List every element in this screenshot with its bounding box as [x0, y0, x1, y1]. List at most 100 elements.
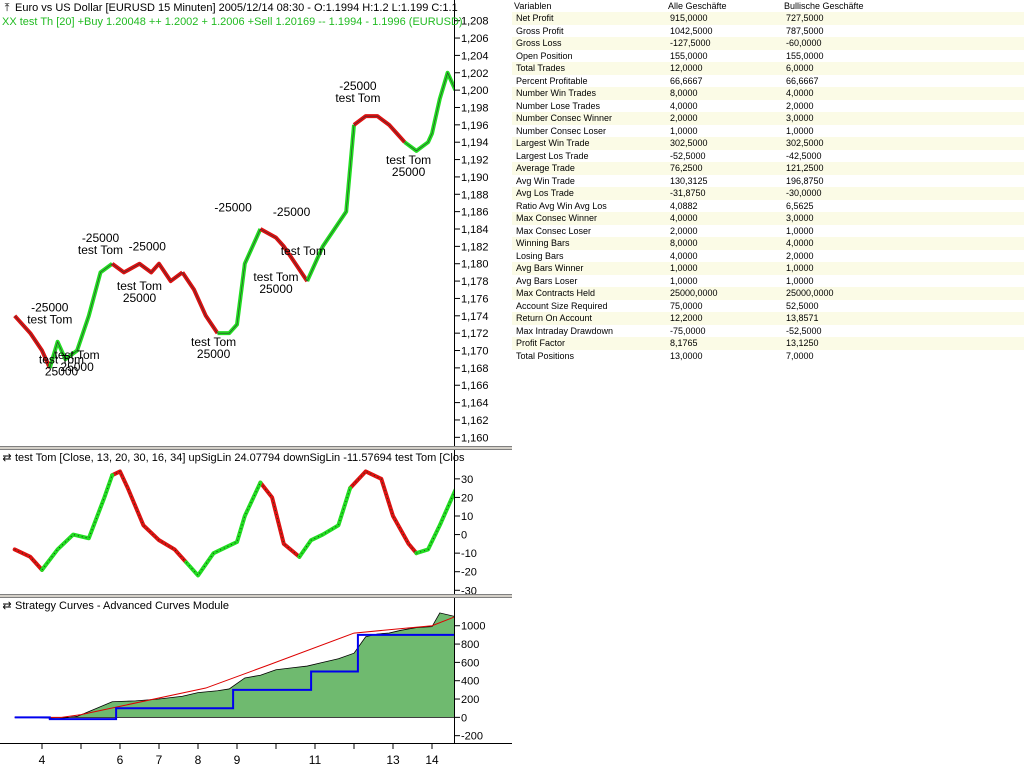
stats-value-all: 4,0882: [666, 199, 782, 212]
stats-variable: Largest Los Trade: [512, 149, 666, 162]
price-y-tick-label: 1,198: [461, 102, 489, 114]
indicator-line-down: [258, 480, 302, 559]
stats-value-bullish: 13,8571: [782, 312, 1024, 325]
stats-row: Max Consec Winner 4,0000 3,0000: [512, 212, 1024, 225]
stats-header-row: Variablen Alle Geschäfte Bullische Gesch…: [512, 0, 1024, 12]
trade-annotation: 25000: [45, 365, 79, 379]
trade-annotation: 25000: [197, 347, 231, 361]
stats-value-all: 1,0000: [666, 124, 782, 137]
stats-value-bullish: 6,5625: [782, 199, 1024, 212]
header-bullische-geschaefte[interactable]: Bullische Geschäfte: [784, 1, 864, 11]
indicator-line-up-dots: [416, 491, 454, 554]
pane-separator-1[interactable]: [0, 446, 512, 450]
stats-variable: Largest Win Trade: [512, 137, 666, 150]
x-tick-label: 7: [156, 753, 163, 767]
pin-icon[interactable]: ⤒: [4, 2, 10, 14]
header-variablen[interactable]: Variablen: [514, 1, 552, 11]
equity-y-tick-label: -200: [461, 731, 483, 743]
price-y-axis[interactable]: 1,160 1,162 1,164 1,166 1,168 1,170 1,172 1,174…: [454, 0, 512, 446]
stats-value-all: 4,0000: [666, 249, 782, 262]
stats-variable: Number Win Trades: [512, 87, 666, 100]
price-y-tick-label: 1,180: [461, 259, 489, 271]
indicator-plot[interactable]: [0, 450, 454, 594]
stats-row: Number Consec Loser 1,0000 1,0000: [512, 124, 1024, 137]
indicator-pane[interactable]: ⇄ test Tom [Close, 13, 20, 30, 16, 34] up…: [0, 450, 512, 597]
stats-value-bullish: 121,2500: [782, 162, 1024, 175]
stats-value-bullish: -42,5000: [782, 149, 1024, 162]
pane-separator-2[interactable]: [0, 594, 512, 598]
stats-variable: Gross Loss: [512, 37, 666, 50]
x-tick-label: 8: [195, 753, 202, 767]
stats-variable: Avg Bars Winner: [512, 262, 666, 275]
trade-annotation: 25000: [392, 165, 426, 179]
x-axis[interactable]: 4 6 7 8 9 11 13 14: [0, 743, 512, 768]
price-y-tick-label: 1,168: [461, 363, 489, 375]
indicator-line-up: [184, 480, 263, 578]
stats-value-all: 302,5000: [666, 137, 782, 150]
price-plot[interactable]: -25000 test Tom test Tom 25000 test Tom 25000…: [0, 0, 454, 446]
indicator-y-tick-label: -10: [461, 548, 477, 560]
stats-value-bullish: 196,8750: [782, 174, 1024, 187]
indicator-y-tick-label: 20: [461, 492, 473, 504]
stats-value-bullish: 155,0000: [782, 49, 1024, 62]
header-alle-geschaefte[interactable]: Alle Geschäfte: [668, 1, 727, 11]
price-y-tick-label: 1,204: [461, 50, 489, 62]
equity-y-tick-label: 400: [461, 676, 479, 688]
stats-variable: Max Consec Winner: [512, 212, 666, 225]
trade-annotation: test Tom: [39, 353, 84, 367]
stats-value-all: 2,0000: [666, 224, 782, 237]
trade-annotation: test Tom: [55, 348, 100, 362]
stats-value-all: 4,0000: [666, 99, 782, 112]
equity-y-tick-label: 1000: [461, 621, 485, 633]
stats-variable: Average Trade: [512, 162, 666, 175]
equity-y-tick-label: 200: [461, 694, 479, 706]
equity-pane-title: ⇄ Strategy Curves - Advanced Curves Modul…: [2, 599, 229, 613]
price-y-tick-label: 1,188: [461, 189, 489, 201]
indicator-line-down: [110, 469, 189, 565]
price-y-tick-label: 1,166: [461, 380, 489, 392]
equity-y-axis[interactable]: 1000 800 600 400 200 0 -200: [454, 598, 512, 743]
stats-value-bullish: 787,5000: [782, 24, 1024, 37]
swap-arrows-icon[interactable]: ⇄: [2, 600, 12, 612]
stats-row: Avg Win Trade 130,3125 196,8750: [512, 174, 1024, 187]
stats-value-all: -75,0000: [666, 324, 782, 337]
indicator-line-up-dots: [298, 487, 351, 558]
stats-value-all: 66,6667: [666, 74, 782, 87]
stats-value-all: 75,0000: [666, 299, 782, 312]
price-pane[interactable]: ⤒ Euro vs US Dollar [EURUSD 15 Minuten] 2…: [0, 0, 512, 446]
price-y-tick-label: 1,172: [461, 328, 489, 340]
stats-variable: Percent Profitable: [512, 74, 666, 87]
equity-plot[interactable]: [0, 598, 454, 743]
stats-value-all: -31,8750: [666, 187, 782, 200]
stats-value-bullish: 4,0000: [782, 237, 1024, 250]
stats-variable: Number Lose Trades: [512, 99, 666, 112]
stats-value-all: 2,0000: [666, 112, 782, 125]
stats-value-all: 76,2500: [666, 162, 782, 175]
stats-variable: Account Size Required: [512, 299, 666, 312]
stats-variable: Ratio Avg Win Avg Los: [512, 199, 666, 212]
stats-row: Gross Loss -127,5000 -60,0000: [512, 37, 1024, 50]
stats-value-all: 130,3125: [666, 174, 782, 187]
indicator-line-down-dots: [14, 548, 43, 571]
trade-annotation: -25000: [339, 79, 377, 93]
stats-row: Avg Bars Loser 1,0000 1,0000: [512, 274, 1024, 287]
stats-value-bullish: 2,0000: [782, 99, 1024, 112]
stats-row: Total Positions 13,0000 7,0000: [512, 349, 1024, 362]
stats-value-all: 8,0000: [666, 87, 782, 100]
x-tick-label: 4: [39, 753, 46, 767]
equity-y-tick-label: 800: [461, 639, 479, 651]
equity-pane[interactable]: ⇄ Strategy Curves - Advanced Curves Modul…: [0, 598, 512, 743]
indicator-y-axis[interactable]: 30 20 10 0 -10 -20 -30: [454, 450, 512, 597]
stats-row: Ratio Avg Win Avg Los 4,0882 6,5625: [512, 199, 1024, 212]
chart-area[interactable]: ⤒ Euro vs US Dollar [EURUSD 15 Minuten] 2…: [0, 0, 512, 768]
stats-variable: Avg Bars Loser: [512, 274, 666, 287]
stats-value-bullish: 727,5000: [782, 12, 1024, 25]
swap-arrows-icon[interactable]: ⇄: [2, 452, 12, 464]
trade-annotation: 25000: [259, 282, 293, 296]
stats-panel: Variablen Alle Geschäfte Bullische Gesch…: [512, 0, 1024, 768]
indicator-y-tick-label: 10: [461, 511, 473, 523]
price-y-tick-label: 1,184: [461, 224, 489, 236]
indicator-line-up: [414, 488, 454, 556]
stats-value-bullish: 3,0000: [782, 212, 1024, 225]
